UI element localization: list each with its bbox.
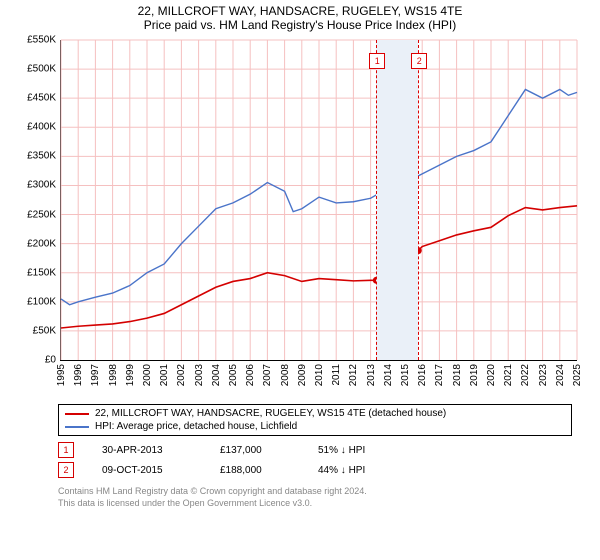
y-tick-label: £350K <box>20 151 56 162</box>
y-tick-label: £100K <box>20 296 56 307</box>
sale-vline <box>418 40 419 360</box>
chart: £0 £50K £100K £150K £200K £250K £300K £350K £400… <box>20 36 580 396</box>
sale-marker-label: 1 <box>369 53 385 69</box>
sales-table: 1 30-APR-2013 £137,000 51% ↓ HPI 2 09-OCT-201… <box>58 440 572 480</box>
sale-row: 1 30-APR-2013 £137,000 51% ↓ HPI <box>58 440 572 460</box>
sale-price: £188,000 <box>220 465 290 476</box>
page-subtitle: Price paid vs. HM Land Registry's House … <box>10 18 590 32</box>
legend-item: 22, MILLCROFT WAY, HANDSACRE, RUGELEY, W… <box>65 407 565 420</box>
sale-date: 09-OCT-2015 <box>102 465 192 476</box>
legend-label: 22, MILLCROFT WAY, HANDSACRE, RUGELEY, W… <box>95 408 446 419</box>
sale-marker-icon: 1 <box>58 442 74 458</box>
y-tick-label: £450K <box>20 93 56 104</box>
footnote: Contains HM Land Registry data © Crown c… <box>58 486 572 509</box>
footnote-line: This data is licensed under the Open Gov… <box>58 498 572 510</box>
y-tick-label: £500K <box>20 64 56 75</box>
x-tick-label: 2025 <box>572 364 600 386</box>
page-title: 22, MILLCROFT WAY, HANDSACRE, RUGELEY, W… <box>10 4 590 18</box>
sale-delta: 51% ↓ HPI <box>318 445 365 456</box>
y-tick-label: £550K <box>20 35 56 46</box>
sale-date: 30-APR-2013 <box>102 445 192 456</box>
y-tick-label: £150K <box>20 267 56 278</box>
y-tick-label: £250K <box>20 209 56 220</box>
sale-vline <box>376 40 377 360</box>
y-tick-label: £50K <box>20 325 56 336</box>
plot-area: 12 <box>60 40 577 361</box>
sale-marker-icon: 2 <box>58 462 74 478</box>
footnote-line: Contains HM Land Registry data © Crown c… <box>58 486 572 498</box>
sale-row: 2 09-OCT-2015 £188,000 44% ↓ HPI <box>58 460 572 480</box>
sale-band <box>376 40 418 360</box>
legend-swatch <box>65 413 89 415</box>
legend-item: HPI: Average price, detached house, Lich… <box>65 420 565 433</box>
y-tick-label: £0 <box>20 355 56 366</box>
sale-price: £137,000 <box>220 445 290 456</box>
y-tick-label: £300K <box>20 180 56 191</box>
legend-swatch <box>65 426 89 428</box>
sale-delta: 44% ↓ HPI <box>318 465 365 476</box>
legend-label: HPI: Average price, detached house, Lich… <box>95 421 297 432</box>
legend: 22, MILLCROFT WAY, HANDSACRE, RUGELEY, W… <box>58 404 572 436</box>
y-tick-label: £200K <box>20 238 56 249</box>
sale-marker-label: 2 <box>411 53 427 69</box>
y-tick-label: £400K <box>20 122 56 133</box>
